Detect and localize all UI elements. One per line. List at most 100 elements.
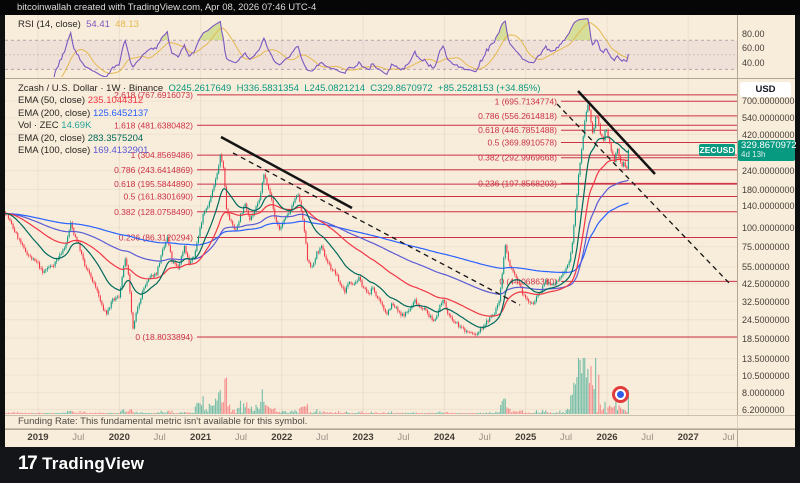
ohlc-low: L245.0821214 <box>304 83 366 94</box>
time-axis-month-label: Jul <box>722 432 735 443</box>
rsi-layer <box>53 18 629 77</box>
fib-level-label: 0.5 (161.8301690) <box>124 191 194 201</box>
ohlc-open: O245.2617649 <box>168 83 232 94</box>
time-axis-month-label: Jul <box>478 432 491 443</box>
ohlc-close: C329.8670972 <box>370 83 433 94</box>
indicator-value: 283.3575204 <box>87 132 144 144</box>
fib-level-label: 0.236 (86.3120294) <box>119 233 193 243</box>
indicator-row[interactable]: EMA (20, close) 283.3575204 <box>18 133 540 145</box>
fib-level-label: 0.236 (197.8568203) <box>478 178 557 188</box>
rsi-value: 54.41 <box>86 19 110 30</box>
time-axis-year-label: 2019 <box>27 432 49 443</box>
time-axis-year-label: 2021 <box>190 432 212 443</box>
rsi-ma-value: 48.13 <box>115 19 139 30</box>
time-axis-year-label: 2022 <box>271 432 293 443</box>
rsi-legend[interactable]: RSI (14, close) 54.41 48.13 <box>18 19 139 30</box>
indicator-row[interactable]: EMA (100, close) 169.4132901 <box>18 145 540 157</box>
indicator-label: EMA (50, close) <box>18 95 88 107</box>
rsi-axis-label: 80.00 <box>742 28 765 39</box>
time-axis-month-label: Jul <box>641 432 654 443</box>
tradingview-logo-text: TradingView <box>42 454 145 473</box>
grid-layer <box>5 15 737 415</box>
fib-level-label: 0.5 (369.8910578) <box>488 138 558 148</box>
volume-layer <box>5 358 629 414</box>
fib-level-label: 0.382 (292.9969668) <box>478 153 557 163</box>
indicator-value: 235.1044312 <box>87 95 144 107</box>
fib-level-label: 0.618 (195.5844890) <box>114 179 193 189</box>
fib-level-label: 0 (18.8033894) <box>135 332 193 342</box>
indicator-value: 125.6452137 <box>92 107 149 119</box>
price-axis-label: 55.0000000 <box>742 262 790 273</box>
ema-20-line <box>5 136 629 329</box>
fib-level-label: 0.618 (446.7851488) <box>478 125 557 135</box>
price-axis-label: 10.5000000 <box>742 370 790 381</box>
time-axis-month-label: Jul <box>153 432 166 443</box>
indicator-row[interactable]: EMA (50, close) 235.1044312 <box>18 95 540 107</box>
time-axis[interactable]: 2019 Jul 2020 Jul 2021 Jul 2022 Jul 2023 Jul 2024 J… <box>5 429 795 447</box>
fib-level-label: 2.618 (767.6916073) <box>114 90 193 100</box>
fib-level-label: 0.786 (243.6414869) <box>114 165 193 175</box>
currency-toggle-button[interactable]: USD <box>740 82 791 97</box>
ema-200-line <box>5 202 629 273</box>
price-axis-label: 42.5000000 <box>742 279 790 290</box>
chart-background <box>5 15 795 447</box>
time-axis-month-label: Jul <box>397 432 410 443</box>
price-axis-label: 75.0000000 <box>742 242 790 253</box>
indicator-row[interactable]: EMA (200, close) 125.6452137 <box>18 108 540 120</box>
tradingview-logo[interactable]: 17 TradingView <box>18 453 144 475</box>
time-axis-month-label: Jul <box>559 432 573 443</box>
fib-level-label: 1.618 (481.6380482) <box>114 120 193 130</box>
price-axis-label: 8.0000000 <box>742 388 785 399</box>
funding-rate-notice: Funding Rate: This fundamental metric is… <box>5 415 795 429</box>
rsi-label: RSI (14, close) <box>18 19 81 30</box>
time-axis-year-label: 2024 <box>433 432 455 443</box>
symbol-legend: Zcash / U.S. Dollar · 1W · Binance O245.… <box>18 83 540 157</box>
price-axis-label: 13.5000000 <box>742 354 790 365</box>
indicator-label: EMA (100, close) <box>18 145 93 157</box>
trendline-layer[interactable] <box>220 90 732 306</box>
symbol-price-tag: ZECUSD <box>699 144 735 156</box>
pane-divider[interactable] <box>5 78 795 79</box>
time-axis-year-label: 2020 <box>108 432 130 443</box>
indicator-value: 14.69K <box>61 120 92 132</box>
indicator-legend: EMA (50, close) 235.1044312 EMA (200, clo… <box>18 95 540 157</box>
axis-separator[interactable] <box>737 15 738 447</box>
watermark-titlebar: bitcoinwallah created with TradingView.c… <box>0 0 800 15</box>
event-badge-icon[interactable] <box>612 386 629 403</box>
price-axis-label: 420.0000000 <box>742 129 795 140</box>
rsi-ma-line <box>61 21 629 77</box>
time-axis-year-label: 2023 <box>352 432 374 443</box>
ohlc-high: H336.5831354 <box>236 83 299 94</box>
indicator-label: EMA (200, close) <box>18 107 93 119</box>
price-axis-label: 24.5000000 <box>742 315 790 326</box>
indicator-label: Vol · ZEC <box>18 120 62 132</box>
indicator-row[interactable]: Vol · ZEC 14.69K <box>18 120 540 132</box>
price-axis-label: 240.0000000 <box>742 166 795 177</box>
rsi-line <box>53 18 629 77</box>
event-badge-inner <box>617 391 624 398</box>
fib-level-label: 0.382 (128.0758490) <box>114 207 193 217</box>
price-axis[interactable]: 80.00 60.00 40.00 USD 700.0000000 540.00000… <box>738 15 796 447</box>
symbol-title: Zcash / U.S. Dollar · 1W · Binance <box>18 83 164 94</box>
funding-rate-text: Funding Rate: This fundamental metric is… <box>18 416 308 427</box>
time-axis-year-label: 2027 <box>677 432 699 443</box>
price-axis-label: 32.5000000 <box>742 296 790 307</box>
price-axis-label: 18.5000000 <box>742 333 790 344</box>
indicator-value: 169.4132901 <box>92 145 149 157</box>
ema-50-line <box>5 158 629 317</box>
tradingview-logo-icon: 17 <box>18 453 38 474</box>
symbol-row[interactable]: Zcash / U.S. Dollar · 1W · Binance O245.… <box>18 83 540 95</box>
fib-level-label: 0.786 (556.2614818) <box>478 111 557 121</box>
time-axis-year-label: 2026 <box>596 432 618 443</box>
time-axis-month-label: Jul <box>234 432 248 443</box>
fib-retracement-layer[interactable]: 2.618 (767.6916073) 1.618 (481.6380482) 1 … <box>114 90 737 342</box>
price-axis-label: 700.0000000 <box>742 96 795 107</box>
time-axis-separator <box>5 429 795 430</box>
price-axis-label: 180.0000000 <box>742 185 795 196</box>
last-price-badge: 329.8670972 4d 13h <box>738 140 796 161</box>
footer-bar: 17 TradingView <box>0 447 800 483</box>
indicator-label: EMA (20, close) <box>18 132 88 144</box>
time-axis-year-label: 2025 <box>515 432 537 443</box>
